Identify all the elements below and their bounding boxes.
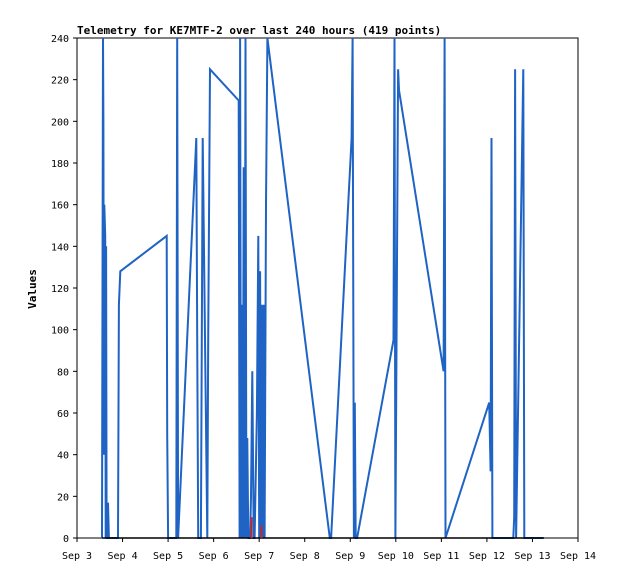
series-group bbox=[101, 37, 544, 539]
y-axis-ticks: 0 20 40 60 80 100 120 140 160 180 200 220 240 bbox=[51, 34, 77, 545]
y-tick-label: 240 bbox=[51, 34, 69, 45]
x-tick-label: Sep 6 bbox=[199, 551, 229, 562]
x-tick-label: Sep 11 bbox=[423, 551, 459, 562]
x-tick-label: Sep 10 bbox=[378, 551, 414, 562]
y-tick-label: 60 bbox=[57, 409, 69, 420]
x-tick-label: Sep 14 bbox=[560, 551, 596, 562]
plot-frame bbox=[76, 37, 579, 539]
x-tick-label: Sep 3 bbox=[62, 551, 92, 562]
chart-title: Telemetry for KE7MTF-2 over last 240 hou… bbox=[77, 24, 441, 37]
plot-border bbox=[76, 37, 579, 539]
y-tick-label: 220 bbox=[51, 76, 69, 87]
y-tick-label: 80 bbox=[57, 367, 69, 378]
y-tick-label: 180 bbox=[51, 159, 69, 170]
y-axis-label: Values bbox=[26, 269, 39, 309]
x-tick-label: Sep 8 bbox=[290, 551, 320, 562]
x-tick-label: Sep 4 bbox=[107, 551, 137, 562]
y-tick-label: 20 bbox=[57, 492, 69, 503]
x-tick-label: Sep 9 bbox=[335, 551, 365, 562]
x-axis-ticks: Sep 3 Sep 4 Sep 5 Sep 6 Sep 7 Sep 8 Sep 9 Sep 1… bbox=[62, 538, 596, 562]
x-tick-label: Sep 12 bbox=[469, 551, 505, 562]
y-tick-label: 0 bbox=[63, 534, 69, 545]
y-tick-label: 160 bbox=[51, 201, 69, 212]
x-tick-label: Sep 7 bbox=[244, 551, 274, 562]
series-line bbox=[101, 37, 544, 539]
y-tick-label: 100 bbox=[51, 326, 69, 337]
x-tick-label: Sep 5 bbox=[153, 551, 183, 562]
y-tick-label: 140 bbox=[51, 242, 69, 253]
y-tick-label: 120 bbox=[51, 284, 69, 295]
y-tick-label: 40 bbox=[57, 451, 69, 462]
x-tick-label: Sep 13 bbox=[514, 551, 550, 562]
y-tick-label: 200 bbox=[51, 117, 69, 128]
